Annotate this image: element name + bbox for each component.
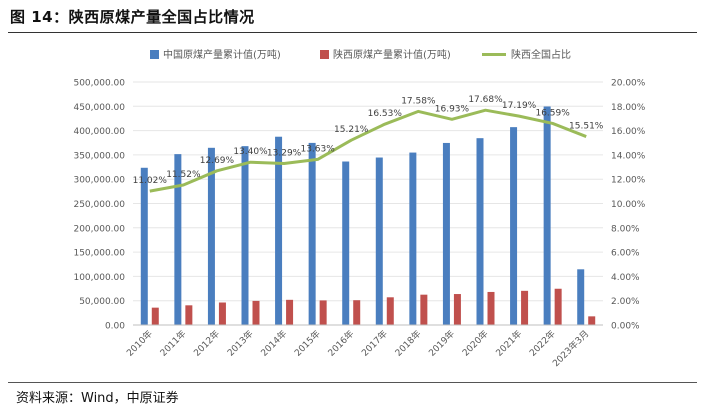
left-tick-label: 200,000.00 [73,224,125,234]
left-tick-label: 150,000.00 [73,249,125,259]
national-output-bar [442,142,450,325]
shaanxi-output-bar [386,297,394,325]
x-tick-label: 2012年 [191,328,222,359]
legend: 中国原煤产量累计值(万吨) 陕西原煤产量累计值(万吨) 陕西全国占比 [150,48,571,61]
source-rule [8,382,697,383]
x-tick-label: 2019年 [426,328,457,359]
share-data-label: 13.63% [300,144,335,154]
shaanxi-output-bar [420,294,428,325]
right-tick-label: 4.00% [611,273,640,283]
national-output-bar [140,167,148,325]
shaanxi-output-bar [319,300,327,325]
right-tick-label: 10.00% [611,200,646,210]
national-output-bar [476,138,484,325]
shaanxi-output-bar [185,305,193,325]
bars [140,106,596,325]
share-data-label: 15.21% [334,125,369,135]
right-tick-label: 0.00% [611,322,640,332]
share-data-label: 16.59% [535,108,570,118]
right-axis: 0.00% 2.00% 4.00% 6.00% 8.00% 10.00% 12.00% 14.… [611,79,646,332]
left-tick-label: 0.00 [105,322,125,332]
left-tick-label: 50,000.00 [79,297,125,307]
x-axis: 2010年 2011年 2012年 2013年 2014年 2015年 2016年 2017年… [124,324,603,369]
x-tick-label: 2014年 [258,328,289,359]
source-note: 资料来源：Wind，中原证券 [16,391,179,406]
left-axis: 0.00 50,000.00 100,000.00 150,000.00 200,000… [73,79,125,332]
x-tick-label: 2016年 [325,328,356,359]
share-data-label: 11.02% [133,176,168,186]
share-data-label: 11.52% [166,170,201,180]
chart: 0.00 50,000.00 100,000.00 150,000.00 200,000… [73,48,646,369]
national-output-bar [409,152,417,325]
x-tick-label: 2021年 [493,328,524,359]
national-output-bar [510,127,518,325]
left-tick-label: 500,000.00 [73,79,125,89]
left-tick-label: 400,000.00 [73,127,125,137]
share-line-series: 11.02%11.52% 12.69%13.40% 13.29% 13.63% 15.2… [133,95,604,193]
share-data-label: 13.29% [267,149,302,159]
x-tick-label: 2010年 [124,328,155,359]
shaanxi-output-bar [588,316,596,325]
x-tick-label: 2023年3月 [550,328,591,369]
legend-item: 陕西全国占比 [482,48,571,61]
x-tick-label: 2017年 [359,328,390,359]
legend-swatch [150,50,159,59]
left-tick-label: 450,000.00 [73,103,125,113]
right-tick-label: 18.00% [611,103,646,113]
national-output-bar [543,106,551,325]
shaanxi-output-bar [453,294,461,325]
shaanxi-output-bar [521,290,529,325]
legend-label: 陕西全国占比 [511,48,571,61]
x-tick-label: 2013年 [225,328,256,359]
figure-title: 图 14：陕西原煤产量全国占比情况 [10,8,255,26]
shaanxi-output-bar [487,291,495,325]
right-tick-label: 16.00% [611,127,646,137]
share-data-label: 17.58% [401,96,436,106]
national-output-bar [207,147,215,325]
title-rule [8,32,697,33]
legend-label: 陕西原煤产量累计值(万吨) [333,48,451,61]
share-data-label: 17.19% [502,101,537,111]
right-tick-label: 2.00% [611,297,640,307]
share-data-label: 17.68% [468,95,503,105]
x-tick-label: 2011年 [157,328,188,359]
shaanxi-output-bar [286,299,294,325]
share-data-label: 16.93% [435,104,470,114]
national-output-bar [275,136,283,325]
legend-swatch [320,50,329,59]
x-tick-label: 2020年 [460,328,491,359]
right-tick-label: 20.00% [611,79,646,89]
national-output-bar [241,146,249,325]
share-data-label: 12.69% [200,156,235,166]
legend-item: 中国原煤产量累计值(万吨) [150,48,281,61]
shaanxi-output-bar [218,302,226,325]
shaanxi-output-bar [252,300,260,325]
left-tick-label: 250,000.00 [73,200,125,210]
share-data-label: 13.40% [233,147,268,157]
share-data-label: 16.53% [368,109,403,119]
right-tick-label: 14.00% [611,151,646,161]
national-output-bar [342,161,350,325]
national-output-bar [375,157,383,325]
left-tick-label: 350,000.00 [73,151,125,161]
share-data-label: 15.51% [569,122,604,132]
x-tick-label: 2015年 [292,328,323,359]
national-output-bar [308,142,316,325]
left-tick-label: 100,000.00 [73,273,125,283]
legend-item: 陕西原煤产量累计值(万吨) [320,48,451,61]
shaanxi-output-bar [151,307,159,325]
shaanxi-output-bar [353,300,361,325]
right-tick-label: 8.00% [611,224,640,234]
national-output-bar [174,154,182,325]
share-line [149,108,587,193]
left-tick-label: 300,000.00 [73,176,125,186]
x-tick-label: 2022年 [527,328,558,359]
right-tick-label: 12.00% [611,176,646,186]
x-tick-label: 2018年 [392,328,423,359]
national-output-bar [577,269,585,325]
shaanxi-output-bar [554,288,562,325]
right-tick-label: 6.00% [611,249,640,259]
legend-label: 中国原煤产量累计值(万吨) [163,48,281,61]
